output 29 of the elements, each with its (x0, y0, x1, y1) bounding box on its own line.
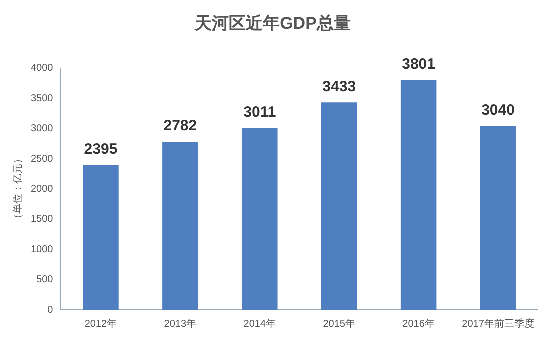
chart-title: 天河区近年GDP总量 (194, 14, 351, 33)
data-label: 2782 (164, 118, 198, 135)
bar (480, 126, 516, 310)
bar (83, 165, 119, 310)
data-label: 2395 (84, 140, 118, 158)
y-tick-label: 3500 (30, 93, 54, 104)
y-tick-label: 1500 (30, 214, 54, 226)
x-tick-label: 2015年 (323, 318, 356, 330)
data-label: 3433 (322, 78, 356, 96)
data-label: 3040 (482, 102, 515, 120)
y-tick-label: 1000 (30, 244, 54, 256)
bar (162, 142, 198, 310)
data-label: 3011 (244, 104, 276, 121)
bar (321, 102, 358, 310)
x-tick-label: 2016年 (402, 318, 435, 330)
x-tick-label: 2012年 (84, 318, 118, 330)
y-axis-title: （单位：亿元） (12, 154, 24, 224)
data-label: 3801 (402, 56, 436, 74)
x-tick-label: 2017年前三季度 (462, 318, 534, 330)
bar (242, 128, 278, 310)
y-tick-label: 2000 (30, 184, 54, 195)
x-tick-label: 2014年 (244, 318, 276, 330)
y-tick-label: 3000 (30, 124, 54, 135)
y-tick-label: 500 (36, 274, 54, 286)
y-tick-label: 4000 (30, 63, 54, 74)
x-tick-label: 2013年 (164, 318, 197, 330)
y-tick-label: 0 (48, 304, 54, 316)
y-tick-label: 2500 (30, 154, 54, 165)
bar (400, 80, 437, 310)
